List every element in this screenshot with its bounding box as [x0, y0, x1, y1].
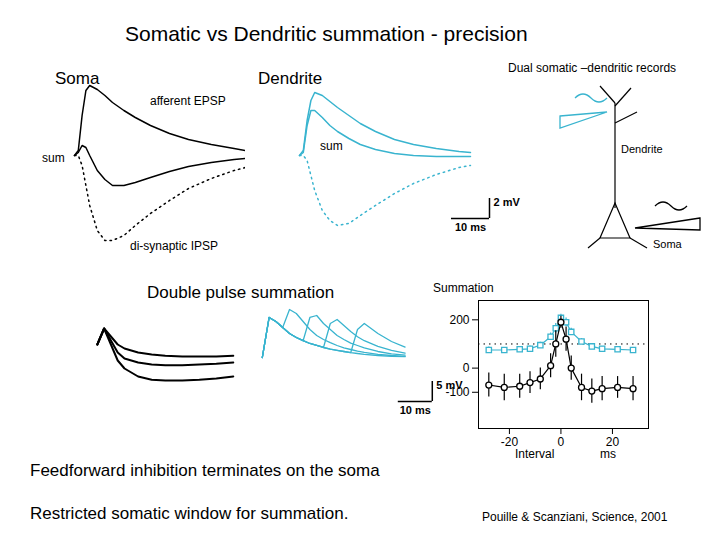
html-text:Interval: Interval	[515, 447, 555, 461]
html-text:Pouille & Scanziani, Science,: Pouille & Scanziani, Science, 2001	[482, 510, 668, 524]
svg-text:10 ms: 10 ms	[455, 221, 486, 233]
svg-text:2 mV: 2 mV	[493, 196, 520, 208]
svg-text:200: 200	[449, 313, 469, 327]
html-text:Restricted somatic window for: Restricted somatic window for summation.	[30, 504, 349, 523]
html-text:Soma: Soma	[55, 69, 100, 88]
html-text:di-synaptic IPSP: di-synaptic IPSP	[130, 239, 218, 253]
html-text:sum: sum	[320, 139, 343, 153]
html-text:Somatic vs Dendritic summation: Somatic vs Dendritic summation - precisi…	[125, 22, 528, 45]
svg-text:10 ms: 10 ms	[400, 404, 431, 416]
html-text:Dual somatic –dendritic record: Dual somatic –dendritic records	[508, 61, 677, 75]
html-text:Double pulse summation: Double pulse summation	[147, 283, 335, 302]
svg-text:-100: -100	[445, 385, 469, 399]
svg-text:20: 20	[606, 435, 620, 448]
html-text:afferent EPSP: afferent EPSP	[150, 94, 226, 108]
html-text:Feedforward inhibition termina: Feedforward inhibition terminates on the…	[30, 461, 380, 480]
html-text:sum: sum	[42, 151, 65, 165]
svg-text:Soma: Soma	[653, 238, 683, 250]
svg-text:0: 0	[463, 361, 470, 375]
svg-text:Dendrite: Dendrite	[621, 143, 663, 155]
svg-text:-20: -20	[501, 435, 519, 448]
svg-text:0: 0	[558, 435, 565, 448]
html-text:Dendrite: Dendrite	[258, 69, 323, 88]
html-text:ms: ms	[600, 447, 616, 461]
html-text:Summation: Summation	[433, 281, 494, 295]
